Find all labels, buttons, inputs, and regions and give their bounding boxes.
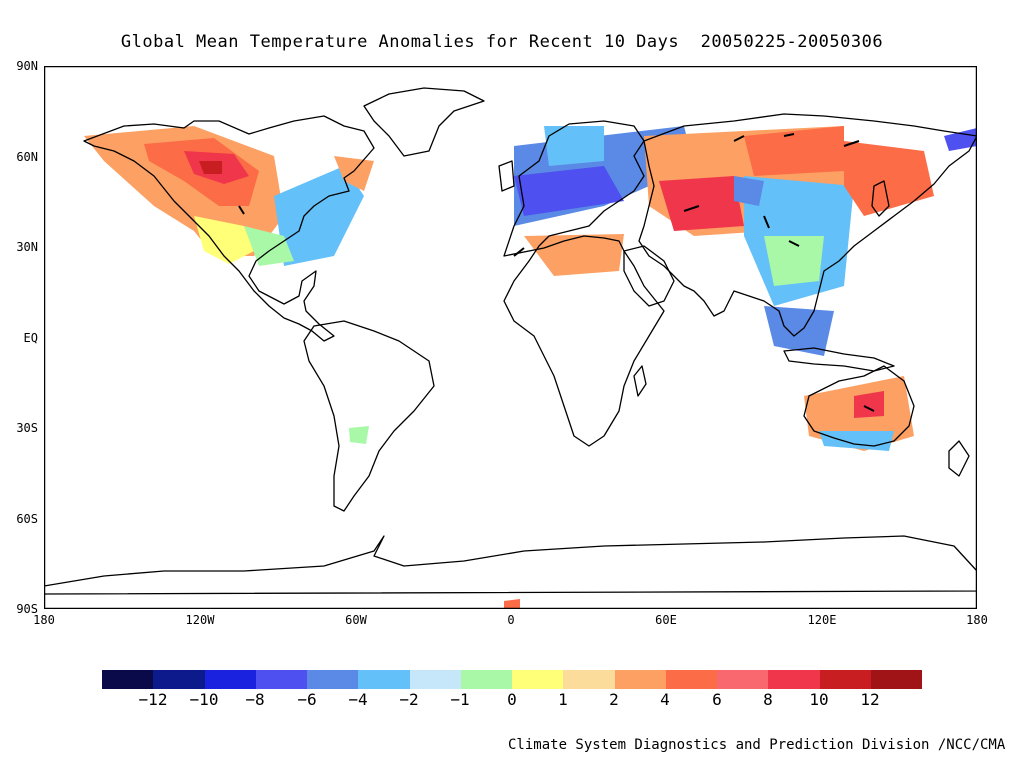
anomaly-southeast-asia bbox=[764, 306, 834, 356]
contour-zero-australia bbox=[863, 405, 875, 412]
colorbar-swatch bbox=[563, 670, 615, 689]
anomaly-shading bbox=[84, 126, 977, 609]
colorbar-swatch bbox=[665, 670, 717, 689]
lat-label-30n: 30N bbox=[16, 240, 38, 254]
anomaly-north-africa bbox=[524, 234, 624, 276]
zero-contours bbox=[238, 133, 875, 412]
anomaly-europe-core bbox=[514, 166, 624, 216]
coastline-antarctica bbox=[44, 535, 977, 595]
colorbar-label: 10 bbox=[809, 690, 829, 709]
coastline-new-zealand bbox=[948, 440, 970, 477]
anomaly-labrador bbox=[334, 156, 374, 191]
lon-label-180w: 180 bbox=[33, 613, 55, 627]
lat-label-60s: 60S bbox=[16, 512, 38, 526]
contour-zero-north-america bbox=[238, 205, 245, 215]
credit-text: Climate System Diagnostics and Predictio… bbox=[508, 737, 1006, 753]
anomaly-east-siberia bbox=[844, 141, 934, 216]
colorbar-label: −10 bbox=[189, 690, 219, 709]
coastlines bbox=[44, 87, 977, 595]
colorbar-swatch bbox=[204, 670, 256, 689]
lat-label-90s: 90S bbox=[16, 602, 38, 616]
anomaly-antarctic-patch bbox=[504, 599, 520, 609]
world-map bbox=[44, 66, 977, 609]
colorbar-label: 8 bbox=[763, 690, 773, 709]
coastline-europe-africa bbox=[503, 120, 665, 447]
colorbar-label: −8 bbox=[245, 690, 265, 709]
anomaly-central-asia-core bbox=[659, 176, 744, 231]
anomaly-southern-australia bbox=[819, 431, 894, 451]
lon-label-0: 0 bbox=[507, 613, 515, 627]
coastline-australia bbox=[803, 365, 915, 447]
colorbar-swatch bbox=[512, 670, 564, 689]
anomaly-eastern-north-america bbox=[274, 166, 364, 266]
colorbar-label: −4 bbox=[348, 690, 368, 709]
colorbar-swatch bbox=[358, 670, 410, 689]
coastline-greenland bbox=[363, 87, 485, 157]
coastline-indonesia bbox=[783, 347, 895, 372]
lat-label-60n: 60N bbox=[16, 150, 38, 164]
coastline-japan bbox=[871, 180, 890, 217]
colorbar-swatch bbox=[819, 670, 871, 689]
lon-label-120w: 120W bbox=[185, 613, 215, 627]
colorbar-swatch bbox=[153, 670, 205, 689]
lon-label-60e: 60E bbox=[655, 613, 677, 627]
colorbar-swatch bbox=[768, 670, 820, 689]
colorbar-label: −1 bbox=[450, 690, 470, 709]
lat-label-30s: 30S bbox=[16, 421, 38, 435]
lon-label-120e: 120E bbox=[807, 613, 837, 627]
colorbar bbox=[102, 670, 922, 689]
colorbar-label: −6 bbox=[297, 690, 317, 709]
coastline-uk bbox=[498, 160, 515, 192]
colorbar-swatch bbox=[717, 670, 769, 689]
colorbar-label: 2 bbox=[609, 690, 619, 709]
colorbar-label: 12 bbox=[860, 690, 880, 709]
colorbar-swatch bbox=[614, 670, 666, 689]
colorbar-swatch bbox=[255, 670, 307, 689]
anomaly-far-east bbox=[944, 128, 977, 151]
anomaly-us-east-coast bbox=[244, 226, 294, 266]
anomaly-siberia bbox=[744, 126, 844, 176]
colorbar-swatch bbox=[102, 670, 154, 689]
contour-zero-europe bbox=[513, 247, 525, 257]
colorbar-label: −12 bbox=[138, 690, 168, 709]
contour-zero-central-asia bbox=[683, 133, 860, 212]
coastline-arabia-india bbox=[623, 245, 675, 307]
anomaly-australia-core bbox=[854, 391, 884, 418]
lat-label-eq: EQ bbox=[23, 331, 38, 345]
lon-label-60w: 60W bbox=[345, 613, 367, 627]
lon-label-180e: 180 bbox=[966, 613, 988, 627]
colorbar-label: 6 bbox=[712, 690, 722, 709]
anomaly-south-america bbox=[349, 426, 369, 444]
coastline-north-america bbox=[83, 115, 375, 342]
colorbar-swatch bbox=[460, 670, 512, 689]
colorbar-swatch bbox=[870, 670, 922, 689]
colorbar-label: 0 bbox=[507, 690, 517, 709]
anomaly-china bbox=[764, 236, 824, 286]
coastline-asia bbox=[638, 113, 977, 337]
anomaly-scandinavia bbox=[544, 126, 604, 166]
coastline-south-america bbox=[303, 320, 435, 512]
colorbar-label: 4 bbox=[660, 690, 670, 709]
anomaly-canada-max bbox=[199, 161, 222, 174]
colorbar-swatch bbox=[307, 670, 359, 689]
colorbar-label: −2 bbox=[399, 690, 419, 709]
map-title: Global Mean Temperature Anomalies for Re… bbox=[120, 32, 884, 52]
anomaly-east-asia-cool bbox=[734, 176, 764, 206]
lat-label-90n: 90N bbox=[16, 59, 38, 73]
colorbar-label: 1 bbox=[558, 690, 568, 709]
anomaly-western-us bbox=[194, 216, 254, 264]
contour-zero-east-asia bbox=[763, 215, 800, 247]
colorbar-swatch bbox=[409, 670, 461, 689]
coastline-madagascar bbox=[633, 365, 647, 397]
map-frame bbox=[44, 66, 977, 609]
